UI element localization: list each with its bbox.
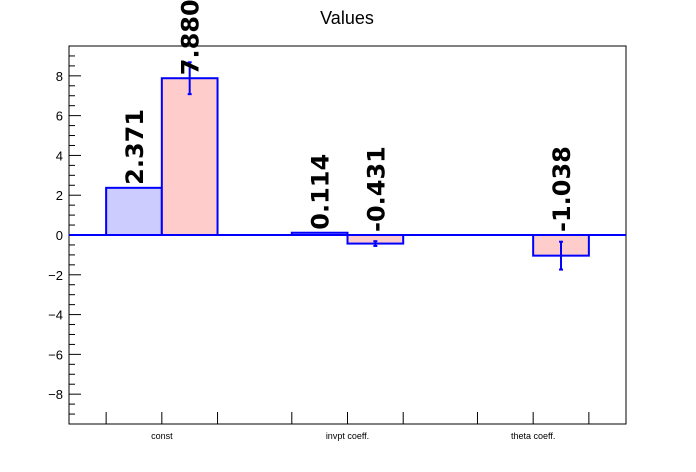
y-tick-label: −6 [48, 347, 63, 362]
bars [69, 61, 626, 271]
value-label: 0.114 [307, 154, 335, 230]
value-label: -0.431 [362, 146, 390, 232]
x-category-label: invpt coeff. [326, 431, 369, 441]
y-tick-label: 4 [56, 148, 63, 163]
y-tick-label: 2 [56, 188, 63, 203]
bar [105, 186, 163, 236]
y-tick-label: 0 [56, 228, 63, 243]
x-category-label: theta coeff. [511, 431, 555, 441]
y-tick-label: −8 [48, 387, 63, 402]
x-axis: const invpt coeff. theta coeff. [105, 412, 590, 441]
value-label: -1.038 [548, 146, 576, 232]
chart-title: Values [320, 8, 374, 28]
x-category-label: const [151, 431, 173, 441]
y-tick-label: −4 [48, 308, 63, 323]
bar [160, 77, 219, 236]
y-tick-label: 8 [56, 69, 63, 84]
y-tick-label: 6 [56, 109, 63, 124]
y-axis: −8 −6 −4 −2 0 2 4 6 8 [48, 45, 81, 425]
y-tick-label: −2 [48, 268, 63, 283]
value-labels: 2.371 0.114 7.880 -0.431 -1.038 [121, 0, 576, 232]
value-label: 2.371 [121, 109, 149, 185]
value-label: 7.880 [177, 0, 205, 75]
